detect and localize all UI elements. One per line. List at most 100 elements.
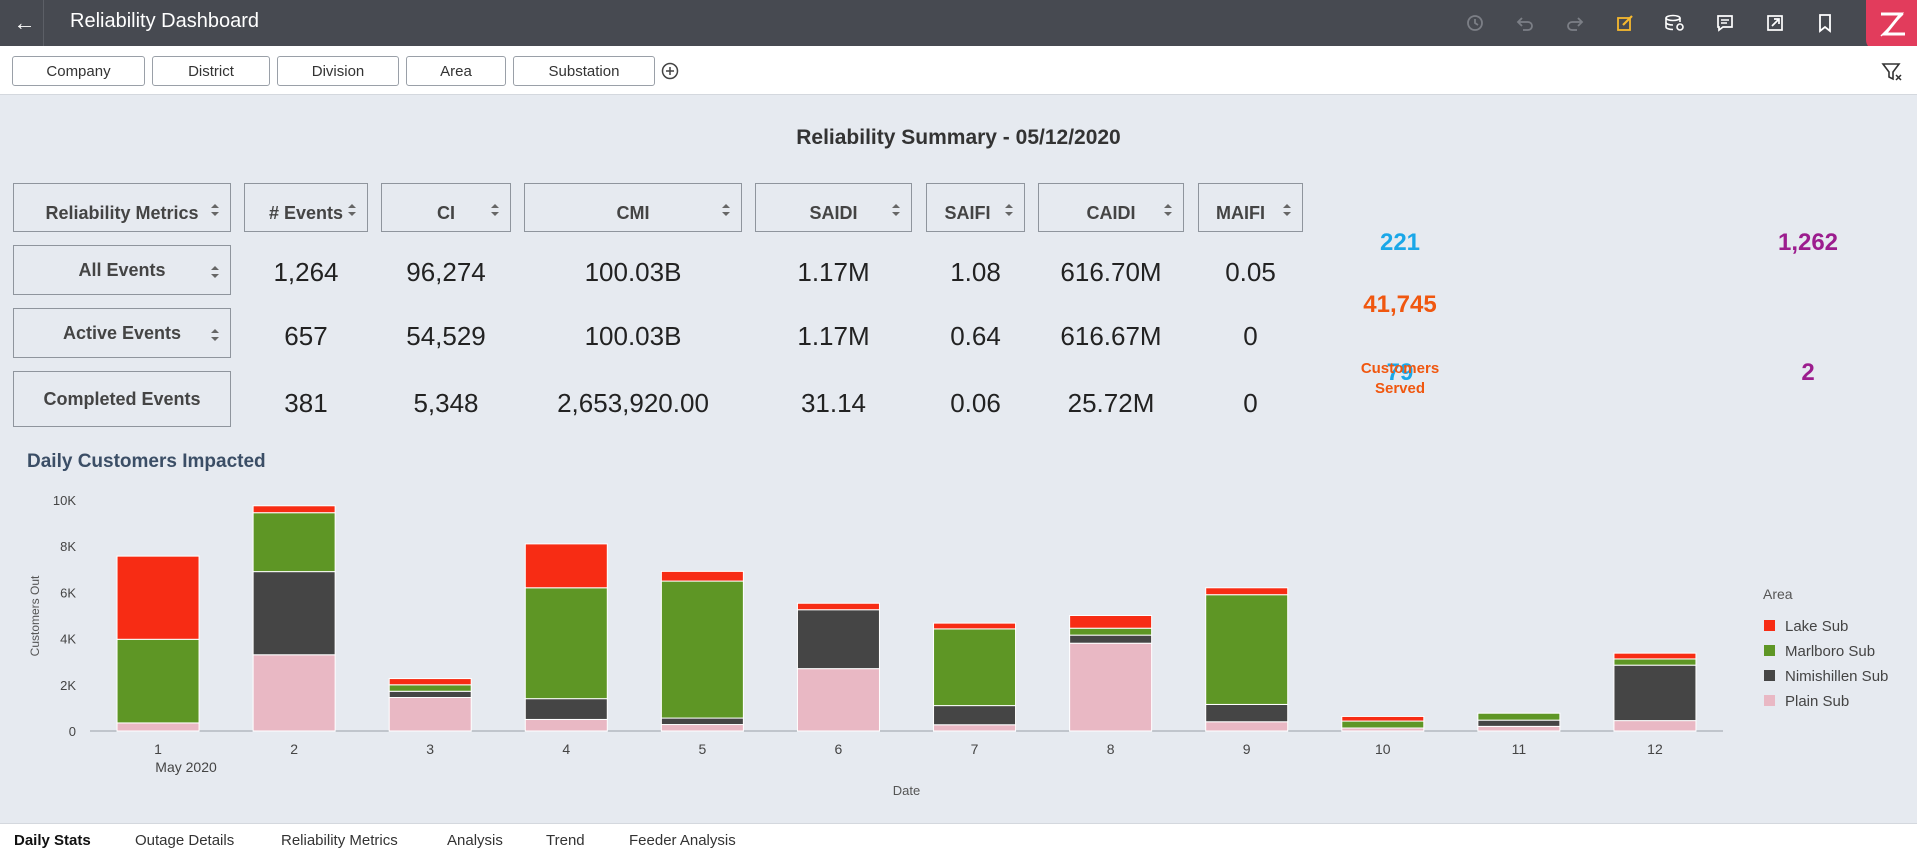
bar-segment xyxy=(933,724,1017,732)
sort-icon[interactable] xyxy=(209,264,221,280)
filter-substation[interactable]: Substation xyxy=(513,56,655,86)
cell-active-events-caidi: 616.67M xyxy=(1060,321,1162,351)
sort-icon[interactable] xyxy=(1003,202,1015,218)
row-label-all-events[interactable]: All Events xyxy=(13,245,231,295)
legend-label: Plain Sub xyxy=(1785,693,1849,710)
sort-icon[interactable] xyxy=(209,202,221,218)
cell-completed-events-count: 381 xyxy=(284,388,328,418)
kpi-customers-served-value: 41,745 xyxy=(1363,291,1437,318)
filter-area[interactable]: Area xyxy=(406,56,506,86)
summary-title: Reliability Summary - 05/12/2020 xyxy=(796,126,1121,149)
tab-trend[interactable]: Trend xyxy=(546,832,585,849)
header-reliability-metrics[interactable]: Reliability Metrics xyxy=(13,183,231,232)
y-tick-label: 0 xyxy=(69,724,76,739)
data-settings-icon[interactable] xyxy=(1661,9,1689,37)
header-events[interactable]: # Events xyxy=(244,183,368,232)
x-tick-label: 11 xyxy=(1512,741,1527,757)
filter-company[interactable]: Company xyxy=(12,56,145,86)
header-label: CMI xyxy=(616,203,650,223)
edit-icon[interactable] xyxy=(1611,9,1639,37)
export-icon[interactable] xyxy=(1761,9,1789,37)
bar-segment xyxy=(524,543,608,589)
cell-all-events-maifi: 0.05 xyxy=(1225,257,1276,287)
bar-segment xyxy=(660,570,744,582)
cell-active-events-ci: 54,529 xyxy=(406,321,486,351)
row-label-active-events[interactable]: Active Events xyxy=(13,308,231,358)
bar-segment xyxy=(1069,634,1153,644)
back-button[interactable]: ← xyxy=(6,0,44,46)
top-bar: ← Reliability Dashboard xyxy=(0,0,1917,50)
sort-icon[interactable] xyxy=(489,202,501,218)
kpi-blue-top: 221 xyxy=(1379,229,1421,256)
tab-analysis[interactable]: Analysis xyxy=(447,832,503,849)
bar-segment xyxy=(388,684,472,692)
kpi-blue-bottom: 79 xyxy=(1386,359,1414,386)
tab-daily-stats[interactable]: Daily Stats xyxy=(14,832,91,849)
legend-swatch xyxy=(1764,645,1775,656)
header-cmi[interactable]: CMI xyxy=(524,183,742,232)
tab-feeder-analysis[interactable]: Feeder Analysis xyxy=(629,832,736,849)
comment-icon[interactable] xyxy=(1711,9,1739,37)
header-ci[interactable]: CI xyxy=(381,183,511,232)
x-tick-label: 7 xyxy=(971,741,979,757)
bar-segment xyxy=(1477,725,1561,732)
redo-icon[interactable] xyxy=(1561,9,1589,37)
bar-segment xyxy=(524,587,608,700)
add-circle-icon[interactable] xyxy=(660,61,680,81)
bar-segment xyxy=(116,638,200,724)
y-tick-label: 6K xyxy=(60,585,76,600)
tab-reliability-metrics[interactable]: Reliability Metrics xyxy=(281,832,398,849)
sort-icon[interactable] xyxy=(346,202,358,218)
x-tick-label: 5 xyxy=(698,741,706,757)
app-logo[interactable] xyxy=(1866,0,1917,50)
sort-icon[interactable] xyxy=(720,202,732,218)
filter-division[interactable]: Division xyxy=(277,56,399,86)
x-tick-label: 3 xyxy=(426,741,434,757)
cell-all-events-caidi: 616.70M xyxy=(1060,257,1162,287)
header-label: SAIFI xyxy=(944,203,991,223)
kpi-purple-top: 1,262 xyxy=(1777,229,1839,256)
bar-segment xyxy=(1341,715,1425,722)
x-tick-label: 2 xyxy=(290,741,298,757)
row-label-text: Active Events xyxy=(62,322,182,343)
row-label-completed-events[interactable]: Completed Events xyxy=(13,371,231,427)
cell-completed-events-ci: 5,348 xyxy=(413,388,479,418)
bar-segment xyxy=(1069,627,1153,636)
bar-segment xyxy=(252,571,336,656)
header-maifi[interactable]: MAIFI xyxy=(1198,183,1303,232)
bar-segment xyxy=(252,512,336,573)
bar-segment xyxy=(252,505,336,514)
y-axis-title: Customers Out xyxy=(28,575,42,656)
sort-icon[interactable] xyxy=(1162,202,1174,218)
undo-icon[interactable] xyxy=(1511,9,1539,37)
filter-icon[interactable] xyxy=(1880,60,1904,84)
x-tick-label: 8 xyxy=(1107,741,1115,757)
header-saifi[interactable]: SAIFI xyxy=(926,183,1025,232)
legend-label: Marlboro Sub xyxy=(1785,643,1875,660)
cell-all-events-cmi: 100.03B xyxy=(584,257,682,287)
header-caidi[interactable]: CAIDI xyxy=(1038,183,1184,232)
bar-segment xyxy=(116,722,200,732)
filter-district[interactable]: District xyxy=(152,56,270,86)
cell-completed-events-saidi: 31.14 xyxy=(800,388,867,418)
bar-segment xyxy=(1069,642,1153,732)
bookmark-icon[interactable] xyxy=(1811,9,1839,37)
sort-icon[interactable] xyxy=(209,327,221,343)
bar-segment xyxy=(796,668,880,732)
bar-segment xyxy=(933,705,1017,726)
header-saidi[interactable]: SAIDI xyxy=(755,183,912,232)
tab-outage-details[interactable]: Outage Details xyxy=(135,832,235,849)
bar-segment xyxy=(1205,721,1289,732)
bar-segment xyxy=(1613,652,1697,660)
y-tick-label: 8K xyxy=(60,539,76,554)
bar-segment xyxy=(1613,658,1697,666)
legend-swatch xyxy=(1764,695,1775,706)
x-tick-label: 10 xyxy=(1375,741,1391,757)
cell-completed-events-maifi: 0 xyxy=(1243,388,1258,418)
sort-icon[interactable] xyxy=(1281,202,1293,218)
y-tick-label: 4K xyxy=(60,632,76,647)
x-sublabel: May 2020 xyxy=(155,759,217,775)
x-axis-title: Date xyxy=(893,783,920,798)
sort-icon[interactable] xyxy=(890,202,902,218)
history-icon[interactable] xyxy=(1461,9,1489,37)
